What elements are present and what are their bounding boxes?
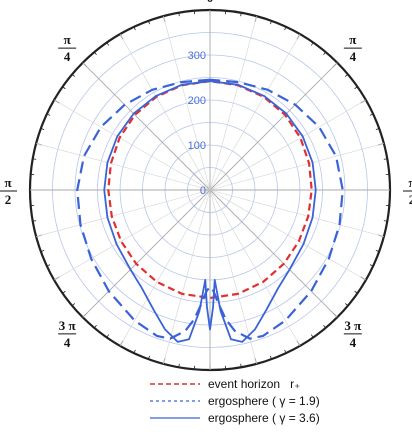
series-group — [76, 78, 344, 343]
radial-tick-label: 100 — [188, 140, 206, 152]
angle-label-numerator: π — [4, 175, 11, 190]
angular-gridline — [209, 16, 257, 191]
angular-gridline — [36, 143, 211, 191]
frame-tick — [148, 20, 151, 25]
angle-label-6: π2 — [0, 175, 17, 207]
frame-tick — [284, 26, 287, 31]
frame-tick — [383, 220, 388, 222]
legend-swatch-event-horizon — [150, 383, 200, 385]
legend-swatch-ergosphere-2 — [150, 417, 200, 419]
frame-tick — [310, 42, 314, 46]
legend-label-event-horizon: event horizon — [208, 377, 281, 391]
frame-tick — [40, 249, 45, 252]
frame-tick — [106, 42, 110, 46]
frame-tick — [344, 73, 349, 77]
frame-tick — [62, 86, 66, 90]
frame-tick — [354, 290, 358, 294]
angle-label-denominator: 4 — [350, 49, 357, 64]
angular-gridline — [209, 62, 338, 191]
angular-gridline — [36, 189, 211, 237]
frame-tick — [369, 113, 374, 116]
frame-tick — [71, 73, 76, 77]
angle-label-denominator: 4 — [350, 335, 357, 350]
frame-tick — [354, 86, 358, 90]
frame-tick — [375, 249, 380, 252]
angle-label-denominator: 4 — [64, 49, 71, 64]
frame-tick — [178, 363, 180, 368]
angular-gridline — [82, 189, 211, 318]
angle-label-0: 0 — [207, 0, 214, 5]
legend-label-ergosphere-1: ergosphere ( γ = 1.9) — [208, 394, 320, 408]
angle-label-5: 3 π4 — [58, 318, 77, 350]
angle-label-1: π4 — [343, 32, 362, 64]
angle-label-2: π2 — [403, 175, 412, 207]
angle-label-numerator: π — [349, 32, 356, 47]
frame-tick — [32, 220, 37, 222]
frame-tick — [32, 158, 37, 160]
legend-label-event-horizon-symbol: r₊ — [290, 377, 301, 391]
frame-tick — [269, 355, 272, 360]
angular-gridline — [209, 189, 338, 318]
angular-gridline — [209, 189, 301, 347]
angular-gridline — [209, 99, 367, 191]
series-curve-1 — [76, 78, 344, 340]
frame-tick — [310, 334, 314, 338]
angular-gridline — [53, 99, 211, 191]
frame-tick — [178, 12, 180, 17]
angular-gridline — [209, 33, 301, 191]
series-curve-0 — [107, 80, 313, 300]
frame-tick — [383, 158, 388, 160]
legend-label-ergosphere-2: ergosphere ( γ = 3.6) — [208, 411, 320, 425]
angle-label-numerator: π — [64, 32, 71, 47]
angular-gridline — [53, 189, 211, 281]
frame-tick — [93, 51, 97, 56]
angle-label-3: 3 π4 — [343, 318, 362, 350]
angular-gridline — [163, 16, 211, 191]
frame-tick — [46, 264, 51, 267]
frame-tick — [240, 363, 242, 368]
frame-tick — [40, 128, 45, 131]
radial-tick-label: 0 — [200, 185, 206, 197]
frame-tick — [106, 334, 110, 338]
frame-tick — [323, 51, 327, 56]
angular-gridline — [209, 189, 384, 237]
angle-label-numerator: π — [408, 175, 412, 190]
frame-tick — [323, 324, 327, 329]
radial-tick-label: 300 — [188, 50, 206, 62]
angle-label-denominator: 2 — [409, 192, 412, 207]
angle-label-numerator: 3 π — [59, 318, 76, 333]
frame-tick — [133, 349, 136, 354]
angle-label-numerator: 3 π — [344, 318, 361, 333]
frame-tick — [93, 324, 97, 329]
legend-swatch-ergosphere-1 — [150, 400, 200, 402]
angular-gridline — [82, 62, 211, 191]
frame-tick — [148, 355, 151, 360]
frame-tick — [240, 12, 242, 17]
angular-gridline — [209, 143, 384, 191]
frame-tick — [369, 264, 374, 267]
series-curve-2 — [103, 80, 317, 343]
frame-tick — [133, 26, 136, 31]
frame-tick — [46, 113, 51, 116]
frame-tick — [269, 20, 272, 25]
radial-tick-labels: 0 100 200 300 — [188, 50, 206, 197]
angular-gridline — [119, 189, 211, 347]
frame-tick — [344, 303, 349, 307]
angle-label-7: π4 — [58, 32, 77, 64]
radial-tick-label: 200 — [188, 95, 206, 107]
frame-tick — [375, 128, 380, 131]
angular-gridline — [119, 33, 211, 191]
angle-label-denominator: 2 — [5, 192, 12, 207]
frame-tick — [71, 303, 76, 307]
polar-grid — [28, 8, 392, 372]
angular-gridline — [209, 189, 367, 281]
frame-tick — [284, 349, 287, 354]
angle-label-denominator: 4 — [64, 335, 71, 350]
angle-label-text: 0 — [207, 0, 214, 5]
frame-tick — [62, 290, 66, 294]
